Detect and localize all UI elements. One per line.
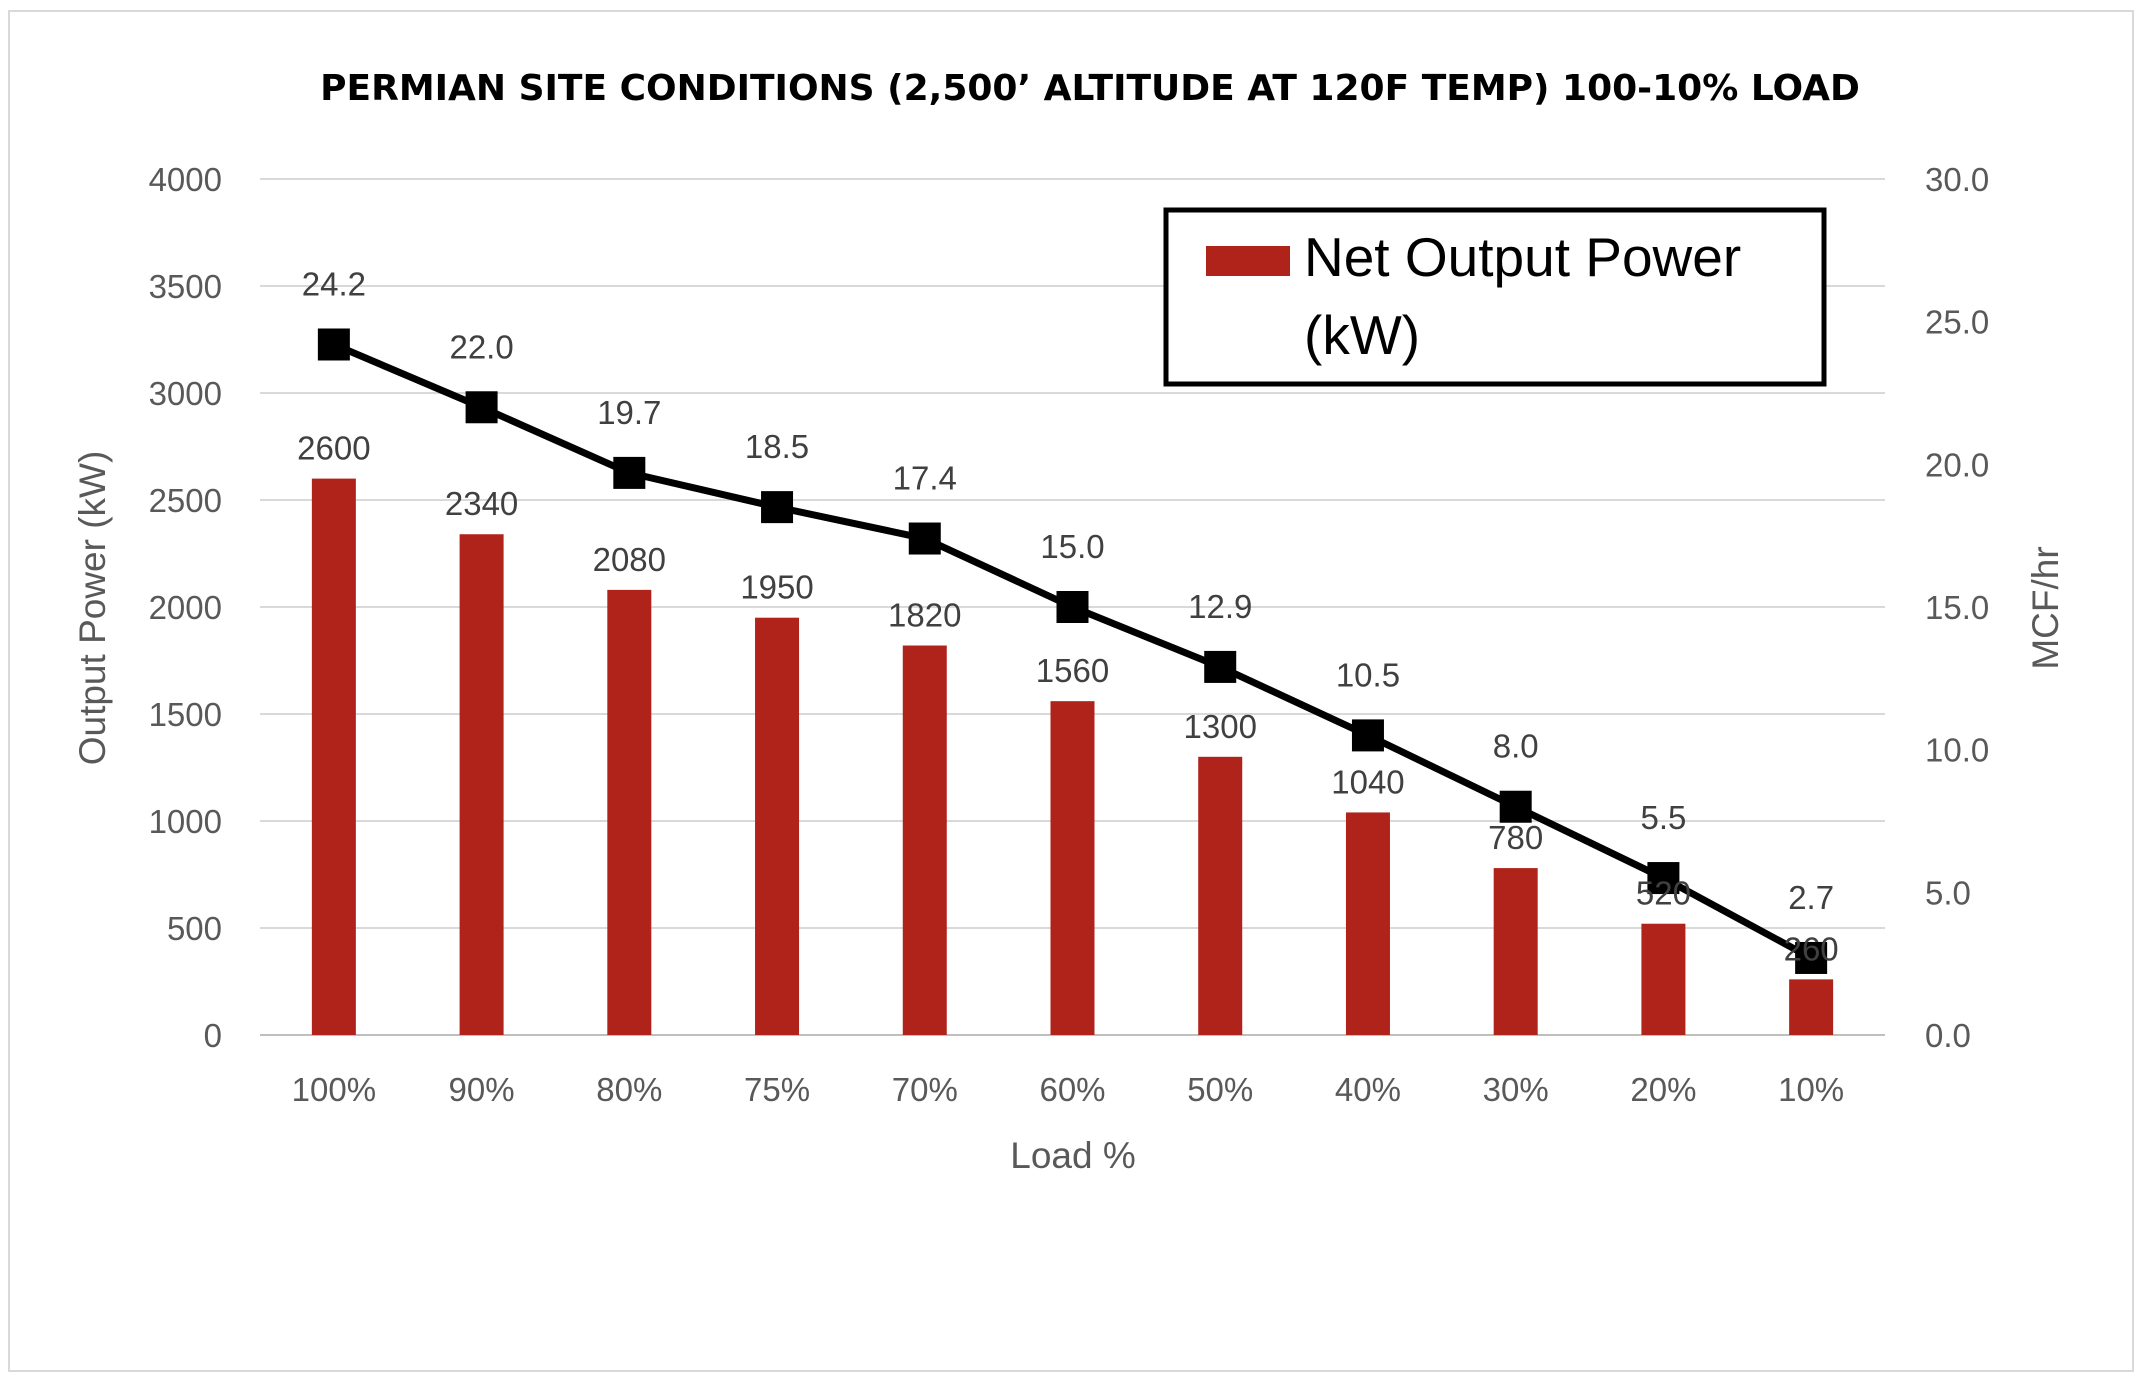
x-tick-label: 90% (449, 1071, 515, 1108)
line-marker (613, 456, 646, 489)
bar (755, 617, 800, 1035)
y-axis-left-title: Output Power (kW) (72, 451, 113, 766)
legend: Net Output Power (kW) (1163, 207, 1827, 387)
line-marker (1795, 941, 1828, 974)
legend-label-line1: Net Output Power (1304, 226, 1741, 288)
bar-data-label: 1820 (888, 597, 961, 634)
x-tick-label: 100% (292, 1071, 376, 1108)
line-marker (465, 391, 498, 424)
y-left-tick-label: 2500 (149, 482, 222, 519)
bar-data-label: 1040 (1331, 763, 1404, 800)
bar-series-net-output-power (311, 478, 1834, 1036)
y-right-tick-label: 20.0 (1925, 446, 1989, 483)
x-tick-label: 40% (1335, 1071, 1401, 1108)
y-left-tick-label: 1000 (149, 803, 222, 840)
y-right-tick-label: 5.0 (1925, 874, 1971, 911)
y-left-tick-label: 2000 (149, 589, 222, 626)
line-data-label: 17.4 (893, 460, 957, 497)
bar (1789, 979, 1834, 1035)
y-axis-right-title: MCF/hr (2025, 546, 2066, 669)
y-left-tick-label: 500 (167, 910, 222, 947)
x-tick-label: 60% (1039, 1071, 1105, 1108)
bar-data-label: 520 (1636, 875, 1691, 912)
bar (1198, 756, 1243, 1035)
line-marker (1351, 719, 1384, 752)
bar (1493, 868, 1538, 1035)
bar (607, 589, 652, 1035)
line-data-label: 10.5 (1336, 656, 1400, 693)
gridlines (260, 178, 1885, 1036)
y-left-tick-label: 1500 (149, 696, 222, 733)
data-labels: 2600 2340 2080 1950 1820 1560 1300 1040 780 520 26… (297, 265, 1839, 967)
x-tick-label: 70% (892, 1071, 958, 1108)
y-left-tick-label: 3500 (149, 268, 222, 305)
line-data-label: 24.2 (302, 265, 366, 302)
y-right-tick-label: 10.0 (1925, 732, 1989, 769)
bar (1641, 923, 1686, 1035)
y-right-tick-label: 15.0 (1925, 589, 1989, 626)
y-right-tick-label: 0.0 (1925, 1017, 1971, 1054)
axis-ticks: 0 500 1000 1500 2000 2500 3000 3500 4000 0.0 5.0 10… (149, 161, 1990, 1108)
y-left-tick-label: 4000 (149, 161, 222, 198)
line-marker (1204, 650, 1237, 683)
line-series-mcf-per-hr (317, 328, 1828, 974)
x-axis-title: Load % (1010, 1135, 1136, 1176)
line-marker (761, 491, 794, 524)
bar-data-label: 780 (1488, 819, 1543, 856)
line-data-label: 5.5 (1640, 799, 1686, 836)
line-marker (1499, 790, 1532, 823)
line-data-label: 8.0 (1493, 728, 1539, 765)
line-marker (1056, 591, 1089, 623)
line-marker (317, 328, 350, 361)
x-tick-label: 30% (1483, 1071, 1549, 1108)
legend-label-line2: (kW) (1304, 304, 1420, 366)
bar-data-label: 1300 (1184, 708, 1257, 745)
bar (1050, 701, 1095, 1035)
bar-data-label: 2080 (593, 541, 666, 578)
chart-title: PERMIAN SITE CONDITIONS (2,500’ ALTITUDE… (320, 68, 1860, 109)
y-left-tick-label: 3000 (149, 375, 222, 412)
line-data-label: 12.9 (1188, 588, 1252, 625)
line-data-label: 19.7 (597, 394, 661, 431)
bar-data-label: 2600 (297, 430, 370, 467)
bar-data-label: 1950 (740, 569, 813, 606)
bar (311, 478, 356, 1036)
x-tick-label: 10% (1778, 1071, 1844, 1108)
y-right-tick-label: 25.0 (1925, 304, 1989, 341)
legend-swatch-net-output-power (1206, 246, 1290, 276)
line-marker (1647, 862, 1680, 895)
line-data-label: 22.0 (449, 328, 513, 365)
bar-data-label: 2340 (445, 485, 518, 522)
line-data-label: 18.5 (745, 428, 809, 465)
line-data-label: 15.0 (1040, 528, 1104, 565)
bar (1345, 812, 1390, 1035)
bar-data-label: 1560 (1036, 652, 1109, 689)
x-tick-label: 20% (1630, 1071, 1696, 1108)
y-right-tick-label: 30.0 (1925, 161, 1989, 198)
x-tick-label: 50% (1187, 1071, 1253, 1108)
bar (902, 645, 947, 1035)
x-tick-label: 75% (744, 1071, 810, 1108)
bar (459, 534, 504, 1035)
x-tick-label: 80% (596, 1071, 662, 1108)
y-left-tick-label: 0 (204, 1017, 222, 1054)
legend-box (1163, 207, 1827, 387)
bar-data-label: 260 (1784, 930, 1839, 967)
line-marker (908, 522, 941, 555)
line-data-label: 2.7 (1788, 879, 1834, 916)
